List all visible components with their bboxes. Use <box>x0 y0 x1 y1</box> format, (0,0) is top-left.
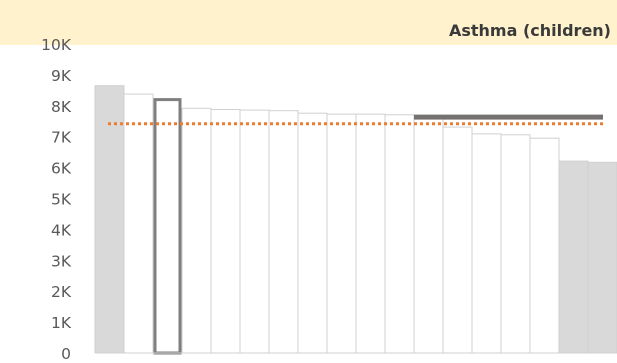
bar <box>94 85 125 354</box>
bar <box>355 113 386 354</box>
bar <box>529 137 560 354</box>
y-tick-label: 2K <box>51 283 72 301</box>
y-tick-label: 9K <box>51 67 72 85</box>
y-tick-label: 5K <box>51 191 72 209</box>
bar <box>442 126 473 354</box>
y-tick-label: 4K <box>51 221 72 239</box>
y-tick-label: 3K <box>51 252 72 270</box>
y-tick-label: 10K <box>41 36 72 54</box>
y-tick-label: 7K <box>51 129 72 147</box>
bar <box>471 133 502 354</box>
bar <box>587 161 617 354</box>
y-tick-label: 1K <box>51 314 72 332</box>
bar <box>123 93 154 354</box>
bar <box>297 112 328 354</box>
bars <box>94 85 617 355</box>
y-tick-label: 0 <box>61 345 71 363</box>
bar <box>500 134 531 354</box>
chart-title: Asthma (children) <box>449 21 611 40</box>
bar <box>210 109 241 354</box>
bar <box>239 109 270 354</box>
bar <box>326 113 357 354</box>
bar <box>384 114 415 354</box>
bar <box>181 107 212 354</box>
reference-band <box>414 114 603 120</box>
y-tick-label: 8K <box>51 98 72 116</box>
title-banner <box>0 0 617 45</box>
highlighted-bar <box>153 98 182 355</box>
bar <box>558 160 589 354</box>
y-axis-ticks: 0 1K 2K 3K 4K 5K 6K 7K 8K 9K 10K <box>41 36 72 363</box>
bar <box>268 110 299 354</box>
y-tick-label: 6K <box>51 160 72 178</box>
bar <box>413 118 444 354</box>
